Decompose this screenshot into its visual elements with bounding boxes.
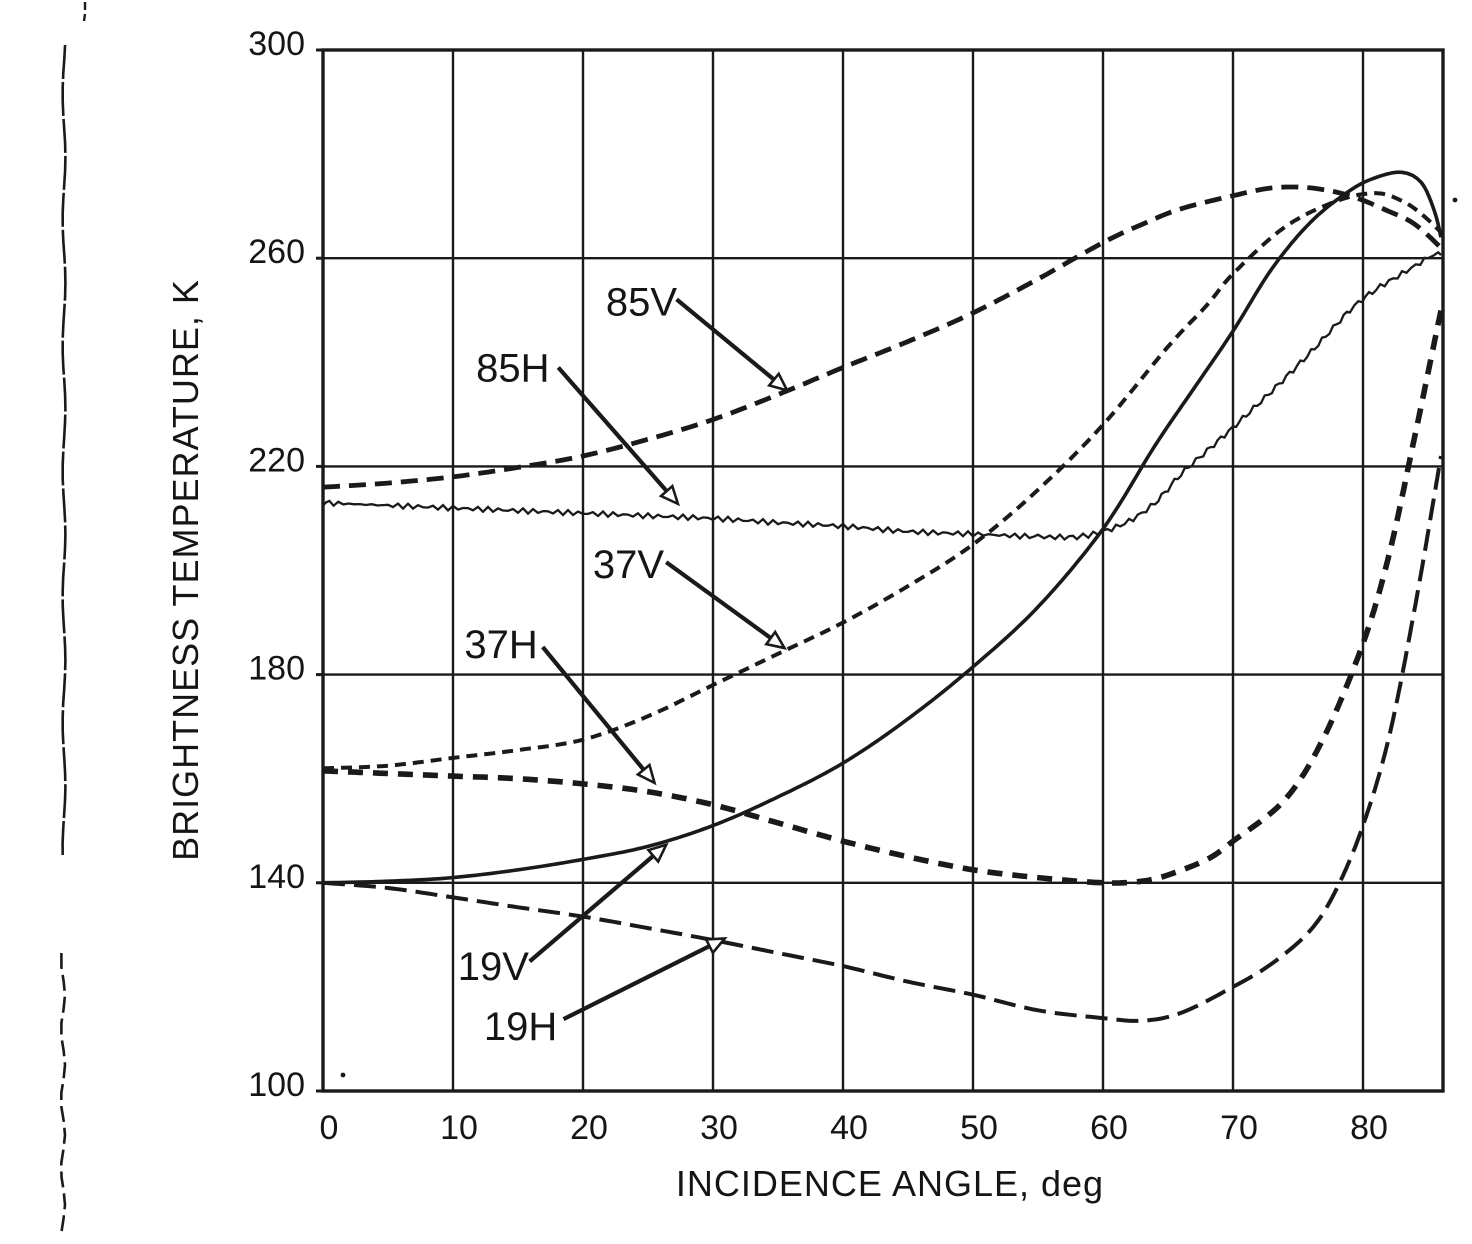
curve-19H xyxy=(322,455,1443,1023)
annotation-arrow-19V xyxy=(528,852,657,963)
scan-speck-dot xyxy=(1452,197,1458,203)
y-tick-label-220: 220 xyxy=(248,441,305,479)
curve-annotations: 85V 85H 37V 37H 19V 19H xyxy=(458,280,790,1049)
curve-label-37V: 37V xyxy=(593,543,664,587)
x-tick-label-0: 0 xyxy=(320,1109,339,1147)
annotation-arrowhead-19V xyxy=(646,842,669,864)
x-tick-label-80: 80 xyxy=(1350,1109,1388,1147)
grid-lines xyxy=(321,48,1443,1093)
curve-37V xyxy=(322,191,1443,771)
annotation-arrowhead-85V xyxy=(766,371,790,393)
y-axis-title: BRIGHTNESS TEMPERATURE, K xyxy=(165,279,206,861)
y-tick-label-100: 100 xyxy=(248,1066,305,1104)
x-tick-label-20: 20 xyxy=(570,1109,608,1147)
y-tick-label-260: 260 xyxy=(248,233,305,271)
annotation-arrow-85V xyxy=(675,297,778,384)
curve-85H xyxy=(322,250,1442,542)
plot-frame xyxy=(321,48,1445,1093)
scan-artifacts xyxy=(59,2,1458,1234)
x-tick-label-70: 70 xyxy=(1220,1109,1258,1147)
y-tick-label-140: 140 xyxy=(248,858,305,896)
margin-scan-line-upper xyxy=(61,44,67,858)
curve-label-19H: 19H xyxy=(484,1005,557,1049)
curves xyxy=(322,170,1444,1023)
y-axis-ticks xyxy=(316,48,323,1093)
annotation-arrowhead-19H xyxy=(704,937,728,956)
curve-label-37H: 37H xyxy=(464,623,537,667)
annotation-arrowhead-85H xyxy=(658,483,681,507)
y-tick-labels: 100 140 180 220 260 300 xyxy=(248,25,305,1104)
x-tick-label-40: 40 xyxy=(830,1109,868,1147)
annotation-arrow-85H xyxy=(556,366,671,495)
curve-37H xyxy=(322,309,1444,886)
annotation-arrowhead-37V xyxy=(764,629,788,650)
curve-19V xyxy=(322,170,1443,885)
annotation-arrow-37V xyxy=(664,560,775,642)
margin-scan-line-lower xyxy=(59,953,67,1234)
x-tick-label-30: 30 xyxy=(700,1109,738,1147)
annotation-arrowhead-37H xyxy=(635,762,657,786)
curve-label-19V: 19V xyxy=(458,945,529,989)
curve-label-85H: 85H xyxy=(476,347,549,391)
x-axis-title: INCIDENCE ANGLE, deg xyxy=(676,1163,1104,1204)
x-tick-label-60: 60 xyxy=(1090,1109,1128,1147)
x-tick-label-50: 50 xyxy=(960,1109,998,1147)
x-tick-label-10: 10 xyxy=(440,1109,478,1147)
curve-85V xyxy=(322,184,1443,490)
x-tick-labels: 0 10 20 30 40 50 60 70 80 xyxy=(320,1109,1388,1147)
curve-label-85V: 85V xyxy=(606,280,677,324)
annotation-arrow-37H xyxy=(541,645,648,774)
y-tick-label-300: 300 xyxy=(248,25,305,63)
scan-speck-dot xyxy=(340,1072,346,1078)
y-tick-label-180: 180 xyxy=(248,650,305,688)
scan-speck-mark xyxy=(82,13,87,22)
annotation-arrow-19H xyxy=(562,942,714,1022)
